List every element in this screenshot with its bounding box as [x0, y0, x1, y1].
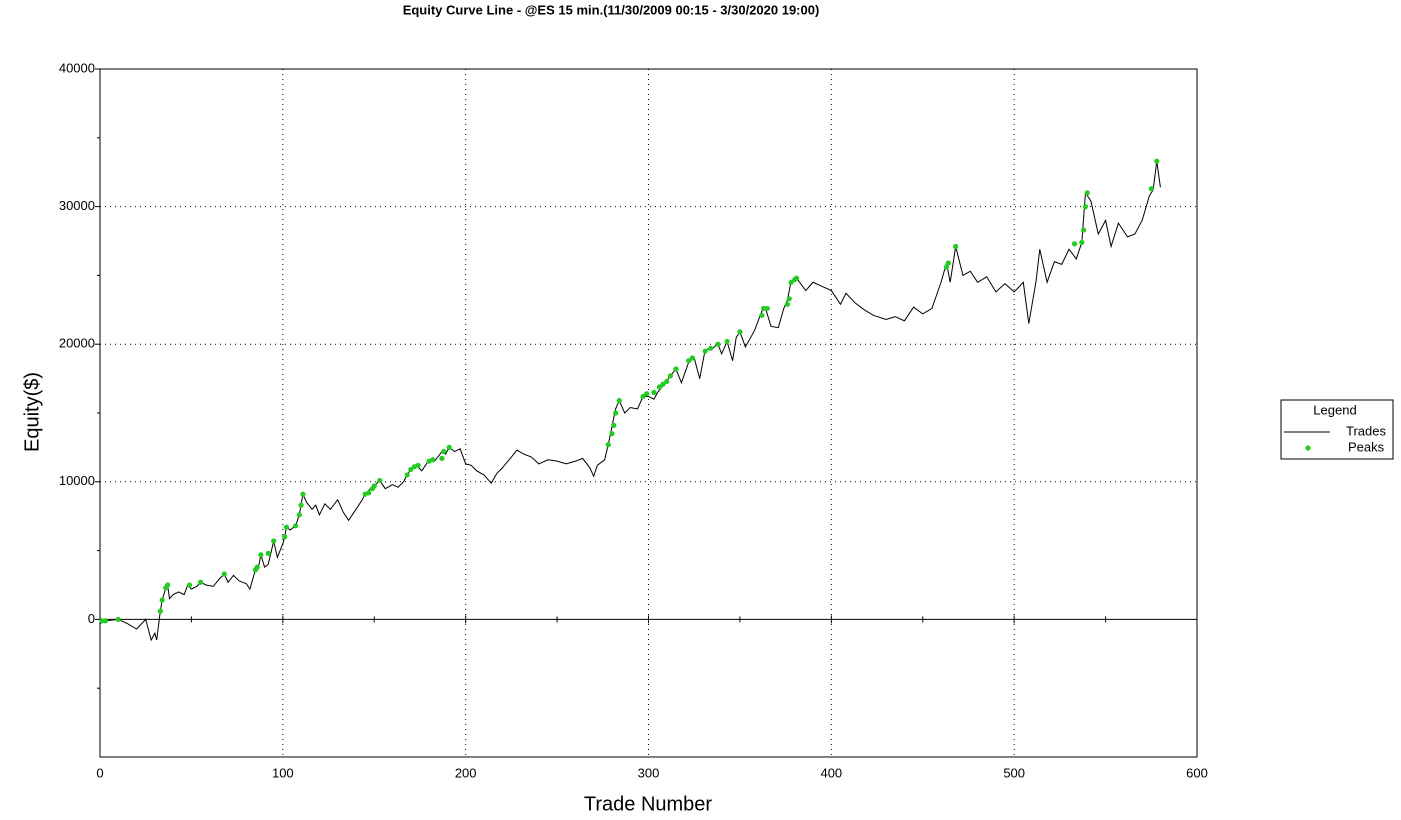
- peak-point: [612, 410, 619, 416]
- peak-point: [1082, 204, 1089, 210]
- x-tick-label: 300: [638, 765, 660, 780]
- peak-point: [616, 398, 622, 404]
- peak-point: [1081, 227, 1087, 233]
- peak-point: [673, 366, 679, 372]
- peak-point: [415, 462, 421, 468]
- peak-point: [686, 358, 692, 364]
- legend-label: Trades: [1346, 423, 1386, 438]
- peak-point: [377, 477, 383, 484]
- peak-point: [764, 305, 770, 312]
- peak-point: [660, 381, 666, 387]
- peak-point: [784, 301, 791, 307]
- peak-point: [708, 345, 714, 351]
- peak-point: [271, 538, 277, 544]
- y-tick-label: 20000: [59, 336, 95, 351]
- peak-point: [265, 550, 271, 556]
- equity-line: [99, 161, 1161, 642]
- chart-title: Equity Curve Line - @ES 15 min.(11/30/20…: [403, 2, 820, 17]
- peak-point: [702, 348, 708, 354]
- peak-point: [441, 448, 447, 455]
- legend-label: Peaks: [1348, 439, 1385, 454]
- legend-box: [1280, 399, 1394, 460]
- peak-point: [99, 618, 105, 624]
- peak-point: [667, 373, 674, 379]
- peak-point: [115, 616, 121, 623]
- peak-point: [298, 502, 304, 508]
- peak-point: [605, 442, 611, 448]
- x-tick-label: 100: [272, 765, 294, 780]
- peak-point: [254, 564, 260, 570]
- legend-title: Legend: [1313, 402, 1356, 417]
- peak-point: [157, 608, 163, 614]
- x-axis-label: Trade Number: [584, 793, 713, 815]
- peak-point: [715, 341, 721, 347]
- peak-point: [408, 466, 414, 473]
- peak-point: [221, 571, 227, 577]
- peak-point: [943, 264, 950, 270]
- peak-point: [300, 491, 306, 497]
- peak-point: [1079, 239, 1085, 245]
- y-tick-label: 30000: [59, 198, 95, 213]
- peak-point: [446, 444, 452, 450]
- y-tick-label: 40000: [59, 60, 95, 75]
- peak-point: [1071, 241, 1078, 247]
- peak-point: [656, 384, 663, 390]
- peak-point: [759, 312, 765, 318]
- peak-point: [404, 472, 410, 478]
- peak-point: [102, 618, 109, 624]
- peak-point: [282, 534, 288, 540]
- peak-point: [788, 279, 794, 285]
- peak-point: [1154, 158, 1160, 164]
- peak-point: [293, 523, 299, 529]
- peak-point: [366, 490, 372, 496]
- peak-point: [258, 552, 264, 558]
- peak-point: [165, 582, 171, 588]
- peak-point: [644, 391, 650, 397]
- peak-point: [371, 483, 377, 489]
- peak-point: [737, 329, 743, 335]
- peak-point: [611, 422, 617, 428]
- peak-point: [283, 524, 290, 530]
- y-axis-label: Equity($): [21, 372, 43, 452]
- peak-point: [689, 355, 695, 361]
- peak-point: [724, 338, 730, 345]
- x-tick-label: 0: [96, 765, 103, 780]
- peak-point: [793, 275, 800, 281]
- x-tick-label: 500: [1003, 765, 1025, 780]
- peak-point: [953, 243, 959, 250]
- peak-point: [761, 305, 767, 312]
- peak-point: [786, 296, 792, 302]
- peak-point: [1148, 186, 1154, 192]
- x-tick-label: 200: [455, 765, 477, 780]
- y-tick-label: 10000: [59, 473, 95, 488]
- peak-point: [439, 455, 445, 462]
- peak-point: [1084, 190, 1090, 196]
- peak-point: [186, 582, 193, 588]
- x-tick-label: 600: [1186, 765, 1208, 780]
- x-tick-label: 400: [820, 765, 842, 780]
- y-tick-label: 0: [88, 611, 95, 626]
- plot-frame: [99, 68, 1198, 758]
- peak-point: [159, 597, 165, 603]
- peak-point: [430, 457, 436, 463]
- peak-point: [651, 389, 657, 395]
- peak-point: [664, 378, 670, 384]
- peak-point: [609, 431, 615, 437]
- legend-swatch: [1305, 445, 1311, 451]
- peak-point: [296, 512, 302, 518]
- peak-point: [197, 579, 204, 585]
- peak-point: [945, 260, 951, 266]
- peak-point: [640, 393, 646, 400]
